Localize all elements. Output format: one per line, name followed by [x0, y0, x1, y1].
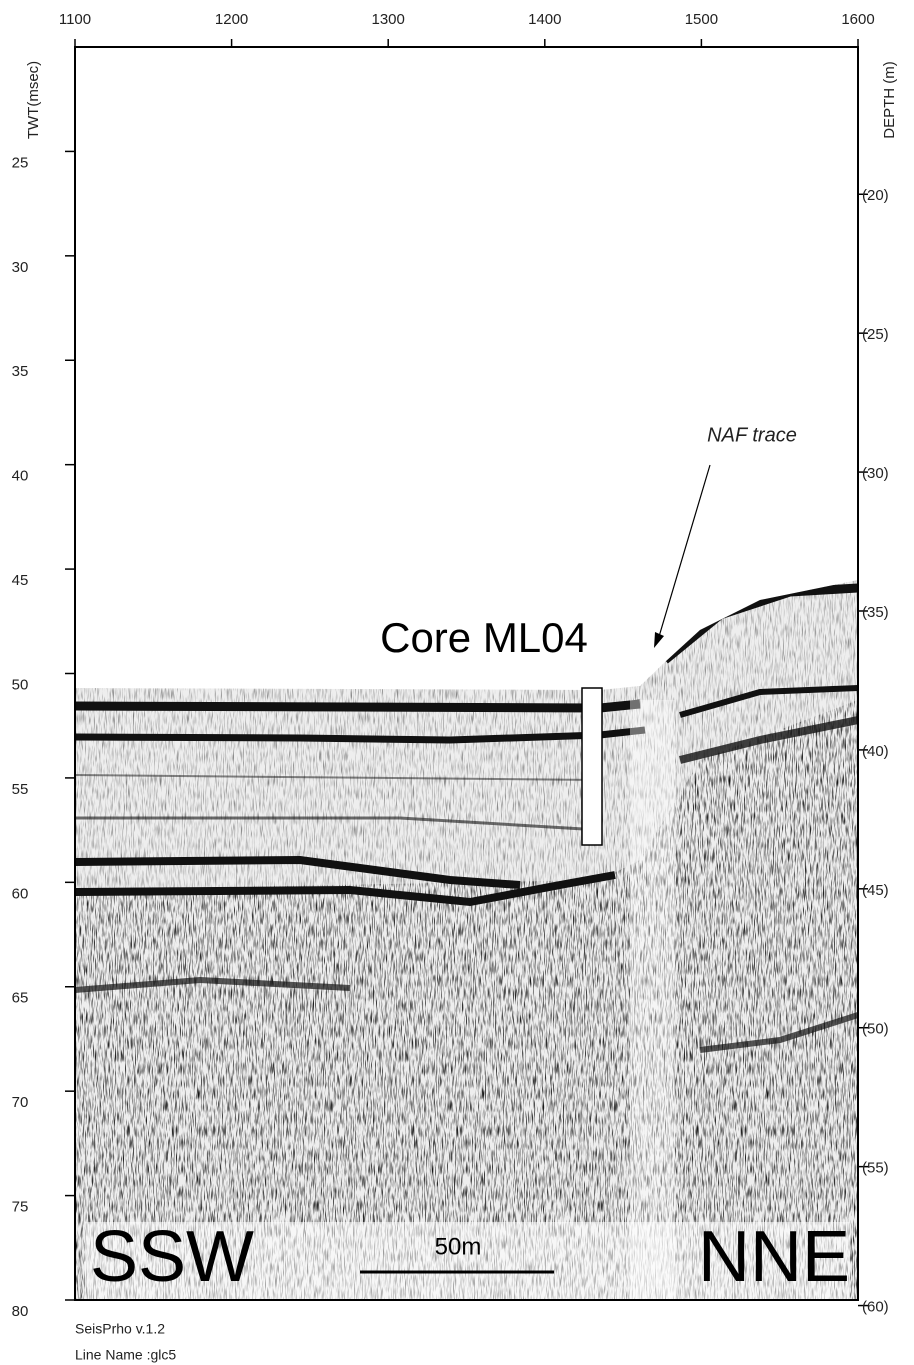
core-marker	[581, 687, 603, 846]
y-tick-label: 70	[12, 1094, 29, 1111]
fault-zone	[630, 700, 675, 1300]
y-tick-label: 35	[12, 363, 29, 380]
y2-tick-label: (35)	[862, 604, 889, 621]
y2-tick-label: (60)	[862, 1299, 889, 1316]
x-tick-label: 1100	[59, 11, 91, 28]
y2-tick-label: (25)	[862, 326, 889, 343]
direction-left: SSW	[90, 1217, 254, 1297]
y-tick-label: 65	[12, 990, 29, 1007]
x-tick-label: 1600	[841, 11, 874, 28]
y-tick-label: 80	[12, 1303, 29, 1320]
y-axis-label: TWT(msec)	[25, 61, 42, 139]
arrow-head	[654, 632, 664, 648]
y2-tick-label: (40)	[862, 743, 889, 760]
y2-tick-label: (55)	[862, 1160, 889, 1177]
fault-label: NAF trace	[707, 424, 797, 446]
label-band	[85, 1222, 850, 1300]
y-tick-label: 60	[12, 885, 29, 902]
y-tick-label: 45	[12, 572, 29, 589]
x-tick-label: 1200	[215, 11, 248, 28]
footer-line: Line Name :glc5	[75, 1347, 176, 1363]
y2-tick-label: (30)	[862, 465, 889, 482]
scale-label: 50m	[435, 1233, 482, 1260]
arrow-line	[657, 464, 711, 641]
y-tick-label: 30	[12, 259, 29, 276]
y-tick-label: 55	[12, 781, 29, 798]
y2-tick-label: (50)	[862, 1021, 889, 1038]
y2-tick-label: (20)	[862, 187, 889, 204]
y-tick-label: 50	[12, 676, 29, 693]
y-tick-label: 75	[12, 1199, 29, 1216]
y-tick-label: 40	[12, 468, 29, 485]
core-label: Core ML04	[380, 614, 588, 661]
x-tick-label: 1400	[528, 11, 561, 28]
y2-axis-label: DEPTH (m)	[881, 61, 898, 139]
y2-tick-label: (45)	[862, 882, 889, 899]
x-tick-label: 1300	[372, 11, 405, 28]
direction-right: NNE	[698, 1217, 850, 1297]
y-tick-label: 25	[12, 154, 29, 171]
footer-line: SeisPrho v.1.2	[75, 1321, 165, 1337]
x-tick-label: 1500	[685, 11, 718, 28]
